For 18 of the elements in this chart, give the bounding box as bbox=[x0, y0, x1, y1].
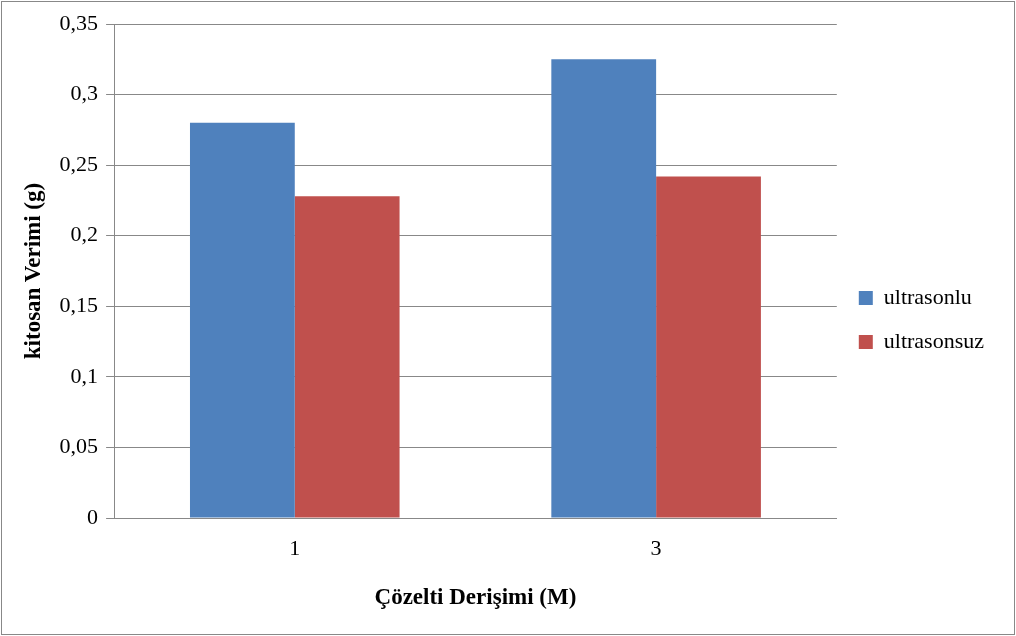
y-tick-label: 0,2 bbox=[70, 221, 99, 247]
y-tick-label: 0,3 bbox=[70, 80, 99, 106]
x-axis-title: Çözelti Derişimi (M) bbox=[374, 584, 577, 610]
y-tick-label: 0,1 bbox=[70, 362, 99, 388]
y-tick-label: 0 bbox=[87, 503, 99, 529]
legend-label: ultrasonsuz bbox=[883, 327, 985, 353]
y-tick-label: 0,25 bbox=[59, 150, 99, 176]
y-axis-title: kitosan Verimi (g) bbox=[19, 182, 45, 360]
legend-label: ultrasonlu bbox=[883, 283, 972, 309]
bar bbox=[189, 122, 295, 518]
bar bbox=[551, 59, 657, 518]
bar bbox=[656, 176, 761, 518]
x-tick-label: 3 bbox=[650, 534, 662, 560]
y-tick-label: 0,05 bbox=[59, 433, 99, 459]
bar bbox=[294, 196, 400, 518]
y-tick-label: 0,15 bbox=[59, 292, 99, 318]
y-tick-label: 0,35 bbox=[59, 9, 99, 35]
x-tick-label: 1 bbox=[289, 534, 301, 560]
